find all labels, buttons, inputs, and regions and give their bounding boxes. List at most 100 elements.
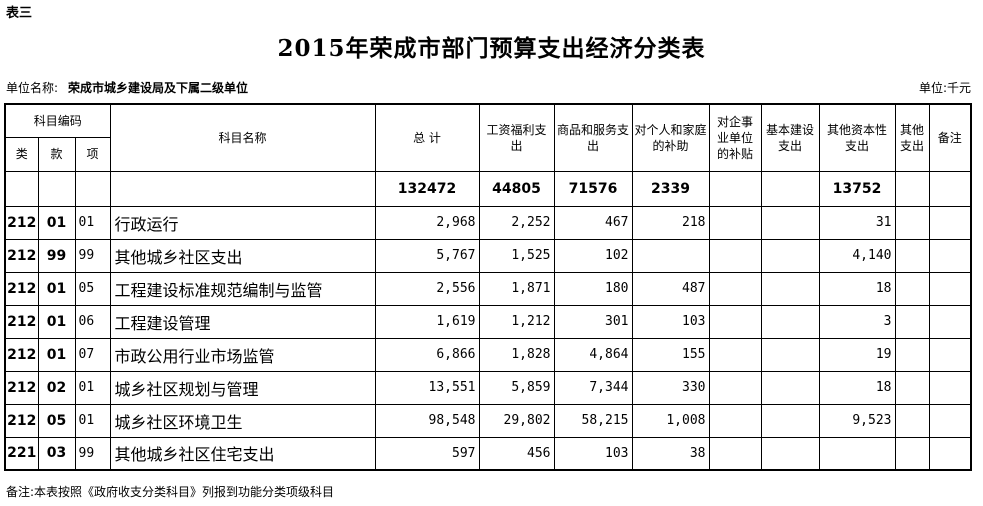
cell-name: 城乡社区规划与管理	[109, 370, 376, 405]
cell-capital	[818, 436, 896, 471]
header-name: 科目名称	[109, 103, 376, 172]
cell-lei: 212	[4, 304, 39, 339]
total-other	[894, 170, 930, 207]
cell-remark	[928, 238, 972, 273]
cell-remark	[928, 304, 972, 339]
cell-remark	[928, 436, 972, 471]
cell-kuan: 01	[37, 337, 76, 372]
cell-name: 工程建设管理	[109, 304, 376, 339]
cell-total: 2,556	[374, 271, 480, 306]
cell-lei: 212	[4, 370, 39, 405]
table-row: 212 01 01 行政运行 2,968 2,252 467 218 31	[4, 205, 972, 240]
header-lei: 类	[4, 136, 39, 172]
cell-goods: 301	[553, 304, 633, 339]
cell-kuan: 01	[37, 304, 76, 339]
cell-capital: 4,140	[818, 238, 896, 273]
cell-other	[894, 205, 930, 240]
table-row: 212 01 07 市政公用行业市场监管 6,866 1,828 4,864 155 19	[4, 337, 972, 372]
cell-remark	[928, 337, 972, 372]
header-construction: 基本建设支出	[760, 103, 820, 172]
header-remark: 备注	[928, 103, 972, 172]
currency-unit: 单位:千元	[918, 81, 971, 95]
cell-salary: 1,828	[478, 337, 555, 372]
total-enterprise	[708, 170, 762, 207]
cell-salary: 29,802	[478, 403, 555, 438]
footnote: 备注:本表按照《政府收支分类科目》列报到功能分类项级科目	[6, 485, 335, 499]
cell-personal: 103	[631, 304, 710, 339]
cell-personal: 330	[631, 370, 710, 405]
cell-other	[894, 304, 930, 339]
cell-xiang: 05	[74, 271, 111, 306]
header-other: 其他支出	[894, 103, 930, 172]
cell-xiang: 99	[74, 436, 111, 471]
cell-other	[894, 370, 930, 405]
cell-salary: 1,525	[478, 238, 555, 273]
page-title: 2015年荣成市部门预算支出经济分类表	[277, 35, 706, 62]
table-row: 212 02 01 城乡社区规划与管理 13,551 5,859 7,344 330 18	[4, 370, 972, 405]
cell-remark	[928, 370, 972, 405]
cell-goods: 103	[553, 436, 633, 471]
header-total: 总 计	[374, 103, 480, 172]
cell-enterprise	[708, 370, 762, 405]
cell-enterprise	[708, 304, 762, 339]
cell-personal: 38	[631, 436, 710, 471]
cell-enterprise	[708, 271, 762, 306]
total-remark	[928, 170, 972, 207]
cell-kuan: 01	[37, 271, 76, 306]
cell-goods: 180	[553, 271, 633, 306]
cell-xiang: 06	[74, 304, 111, 339]
cell-xiang: 99	[74, 238, 111, 273]
cell-construction	[760, 205, 820, 240]
cell-kuan: 02	[37, 370, 76, 405]
cell-goods: 467	[553, 205, 633, 240]
cell-personal: 1,008	[631, 403, 710, 438]
cell-total: 6,866	[374, 337, 480, 372]
cell-total: 13,551	[374, 370, 480, 405]
cell-capital: 31	[818, 205, 896, 240]
cell-construction	[760, 436, 820, 471]
header-xiang: 项	[74, 136, 111, 172]
cell-lei: 212	[4, 403, 39, 438]
table-row: 212 01 06 工程建设管理 1,619 1,212 301 103 3	[4, 304, 972, 339]
cell-lei: 212	[4, 238, 39, 273]
cell-name: 其他城乡社区住宅支出	[109, 436, 376, 471]
cell-xiang: 01	[74, 370, 111, 405]
cell-goods: 102	[553, 238, 633, 273]
totals-row: 132472 44805 71576 2339 13752	[4, 170, 972, 207]
cell-personal: 155	[631, 337, 710, 372]
cell-salary: 456	[478, 436, 555, 471]
total-salary: 44805	[478, 170, 555, 207]
cell-other	[894, 271, 930, 306]
cell-kuan: 99	[37, 238, 76, 273]
cell-name: 市政公用行业市场监管	[109, 337, 376, 372]
cell-construction	[760, 271, 820, 306]
table-row: 221 03 99 其他城乡社区住宅支出 597 456 103 38	[4, 436, 972, 471]
cell-salary: 2,252	[478, 205, 555, 240]
cell-capital: 18	[818, 271, 896, 306]
cell-capital: 18	[818, 370, 896, 405]
cell-name: 城乡社区环境卫生	[109, 403, 376, 438]
table-row: 212 05 01 城乡社区环境卫生 98,548 29,802 58,215 1,008 9,…	[4, 403, 972, 438]
cell-enterprise	[708, 205, 762, 240]
cell-lei: 221	[4, 436, 39, 471]
header-kuan: 款	[37, 136, 76, 172]
cell-xiang: 01	[74, 403, 111, 438]
org-label: 单位名称:	[6, 81, 59, 95]
cell-total: 597	[374, 436, 480, 471]
cell-personal: 487	[631, 271, 710, 306]
cell-goods: 7,344	[553, 370, 633, 405]
total-total: 132472	[374, 170, 480, 207]
cell-other	[894, 403, 930, 438]
cell-kuan: 01	[37, 205, 76, 240]
cell-remark	[928, 271, 972, 306]
cell-personal	[631, 238, 710, 273]
table-row: 212 99 99 其他城乡社区支出 5,767 1,525 102 4,140	[4, 238, 972, 273]
cell-enterprise	[708, 403, 762, 438]
cell-xiang: 07	[74, 337, 111, 372]
table-row: 212 01 05 工程建设标准规范编制与监管 2,556 1,871 180 487 18	[4, 271, 972, 306]
cell-salary: 1,871	[478, 271, 555, 306]
cell-construction	[760, 238, 820, 273]
cell-salary: 1,212	[478, 304, 555, 339]
cell-lei: 212	[4, 205, 39, 240]
cell-capital: 19	[818, 337, 896, 372]
